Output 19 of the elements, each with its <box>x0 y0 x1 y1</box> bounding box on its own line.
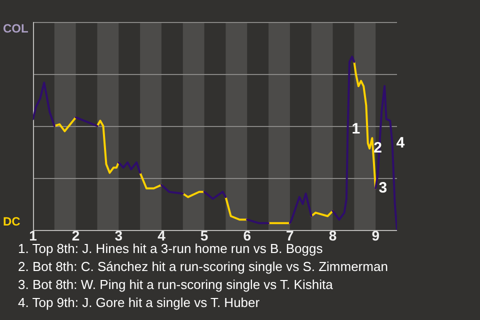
x-tick-label: 4 <box>158 227 166 244</box>
annotation: 3 <box>378 180 388 197</box>
x-tick-label: 1 <box>29 227 38 244</box>
text: 2. Bot 8th: C. Sánchez hit a run-scoring single vs S. Zimmerman <box>18 258 388 276</box>
text: COL <box>3 21 28 36</box>
text: 3. Bot 8th: W. Ping hit a run-scoring single vs T. Kishita <box>18 276 334 294</box>
annotation: 4 <box>396 134 406 152</box>
x-tick-label: 3 <box>114 227 123 244</box>
x-tick-label: 7 <box>286 227 294 244</box>
text: DC <box>3 214 21 228</box>
x-tick-label: 5 <box>200 227 208 244</box>
text: 1. Top 8th: J. Hines hit a 3-run home run vs B. Boggs <box>18 241 323 256</box>
text: 4. Top 9th: J. Gore hit a single vs T. Huber <box>18 294 261 312</box>
x-tick-label: 6 <box>243 227 252 244</box>
annotation: 1 <box>352 120 360 138</box>
annotation: 2 <box>374 140 382 157</box>
x-tick-label: 9 <box>372 227 380 244</box>
x-tick-label: 8 <box>328 227 337 244</box>
x-tick-label: 2 <box>72 227 80 244</box>
